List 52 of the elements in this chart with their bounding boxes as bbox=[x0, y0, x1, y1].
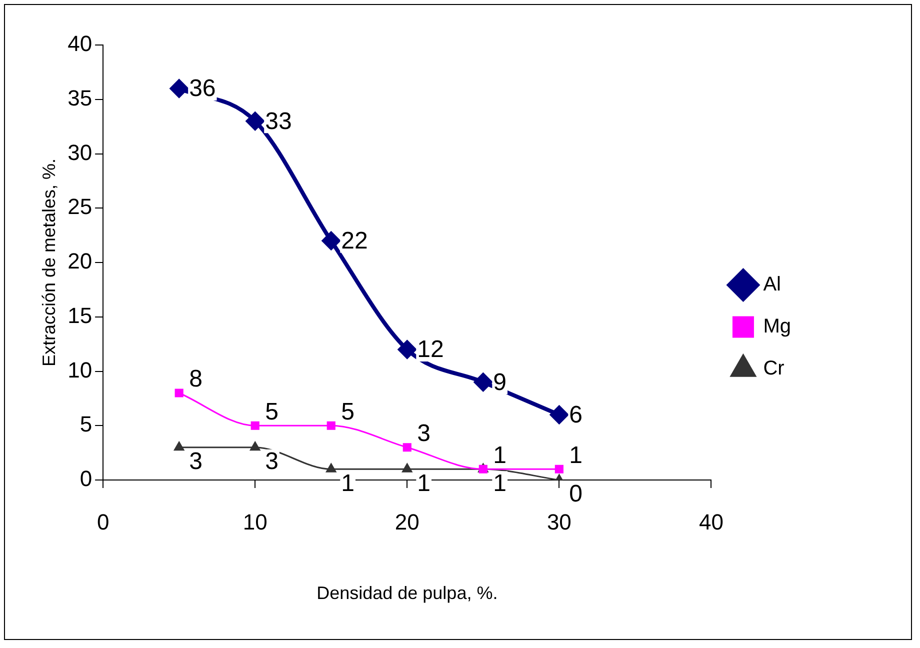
legend-label: Al bbox=[763, 274, 782, 296]
point bbox=[250, 421, 260, 430]
point bbox=[326, 463, 336, 472]
y-axis-title: Extracción de metales, %. bbox=[38, 158, 59, 367]
y-tick-label: 35 bbox=[68, 85, 92, 110]
data-label: 1 bbox=[493, 442, 507, 469]
data-label: 5 bbox=[341, 398, 354, 426]
y-tick-label: 10 bbox=[68, 357, 92, 382]
x-axis-title: Densidad de pulpa, %. bbox=[316, 583, 498, 604]
data-label: 9 bbox=[493, 368, 507, 396]
point bbox=[174, 388, 184, 398]
point bbox=[402, 443, 412, 452]
y-tick-label: 15 bbox=[68, 302, 92, 328]
data-label: 6 bbox=[569, 401, 583, 428]
point bbox=[554, 464, 564, 474]
point bbox=[250, 442, 260, 451]
data-label: 1 bbox=[341, 470, 354, 497]
y-tick-label: 5 bbox=[80, 412, 92, 437]
data-label: 36 bbox=[189, 75, 216, 102]
point bbox=[322, 232, 340, 250]
data-label: 8 bbox=[189, 366, 202, 393]
y-tick-label: 20 bbox=[68, 248, 92, 274]
point bbox=[246, 112, 264, 130]
y-tick-label: 40 bbox=[68, 31, 92, 56]
point bbox=[474, 373, 492, 392]
legend-label: Mg bbox=[763, 316, 792, 338]
point bbox=[398, 340, 416, 358]
y-tick-label: 0 bbox=[80, 466, 92, 492]
data-label: 33 bbox=[265, 108, 292, 135]
data-label: 12 bbox=[417, 336, 444, 364]
y-tick-label: 30 bbox=[68, 140, 92, 165]
point bbox=[402, 463, 412, 472]
data-label: 0 bbox=[569, 480, 583, 508]
data-label: 3 bbox=[189, 448, 202, 475]
data-label: 1 bbox=[569, 442, 583, 469]
x-tick-label: 40 bbox=[698, 509, 724, 534]
x-tick-label: 10 bbox=[242, 509, 268, 534]
x-tick-label: 30 bbox=[546, 509, 572, 534]
point bbox=[326, 421, 336, 430]
y-tick-label: 25 bbox=[68, 194, 92, 220]
data-label: 3 bbox=[417, 420, 431, 447]
x-tick-label: 20 bbox=[394, 509, 420, 534]
point bbox=[170, 80, 188, 98]
x-tick-label: 0 bbox=[96, 509, 110, 534]
data-label: 1 bbox=[417, 470, 431, 497]
data-label: 22 bbox=[341, 227, 368, 254]
data-label: 1 bbox=[493, 470, 507, 497]
data-label: 3 bbox=[265, 448, 278, 475]
point bbox=[174, 442, 184, 451]
data-label: 5 bbox=[265, 398, 278, 426]
legend-label: Cr bbox=[763, 358, 785, 380]
point bbox=[550, 406, 568, 424]
